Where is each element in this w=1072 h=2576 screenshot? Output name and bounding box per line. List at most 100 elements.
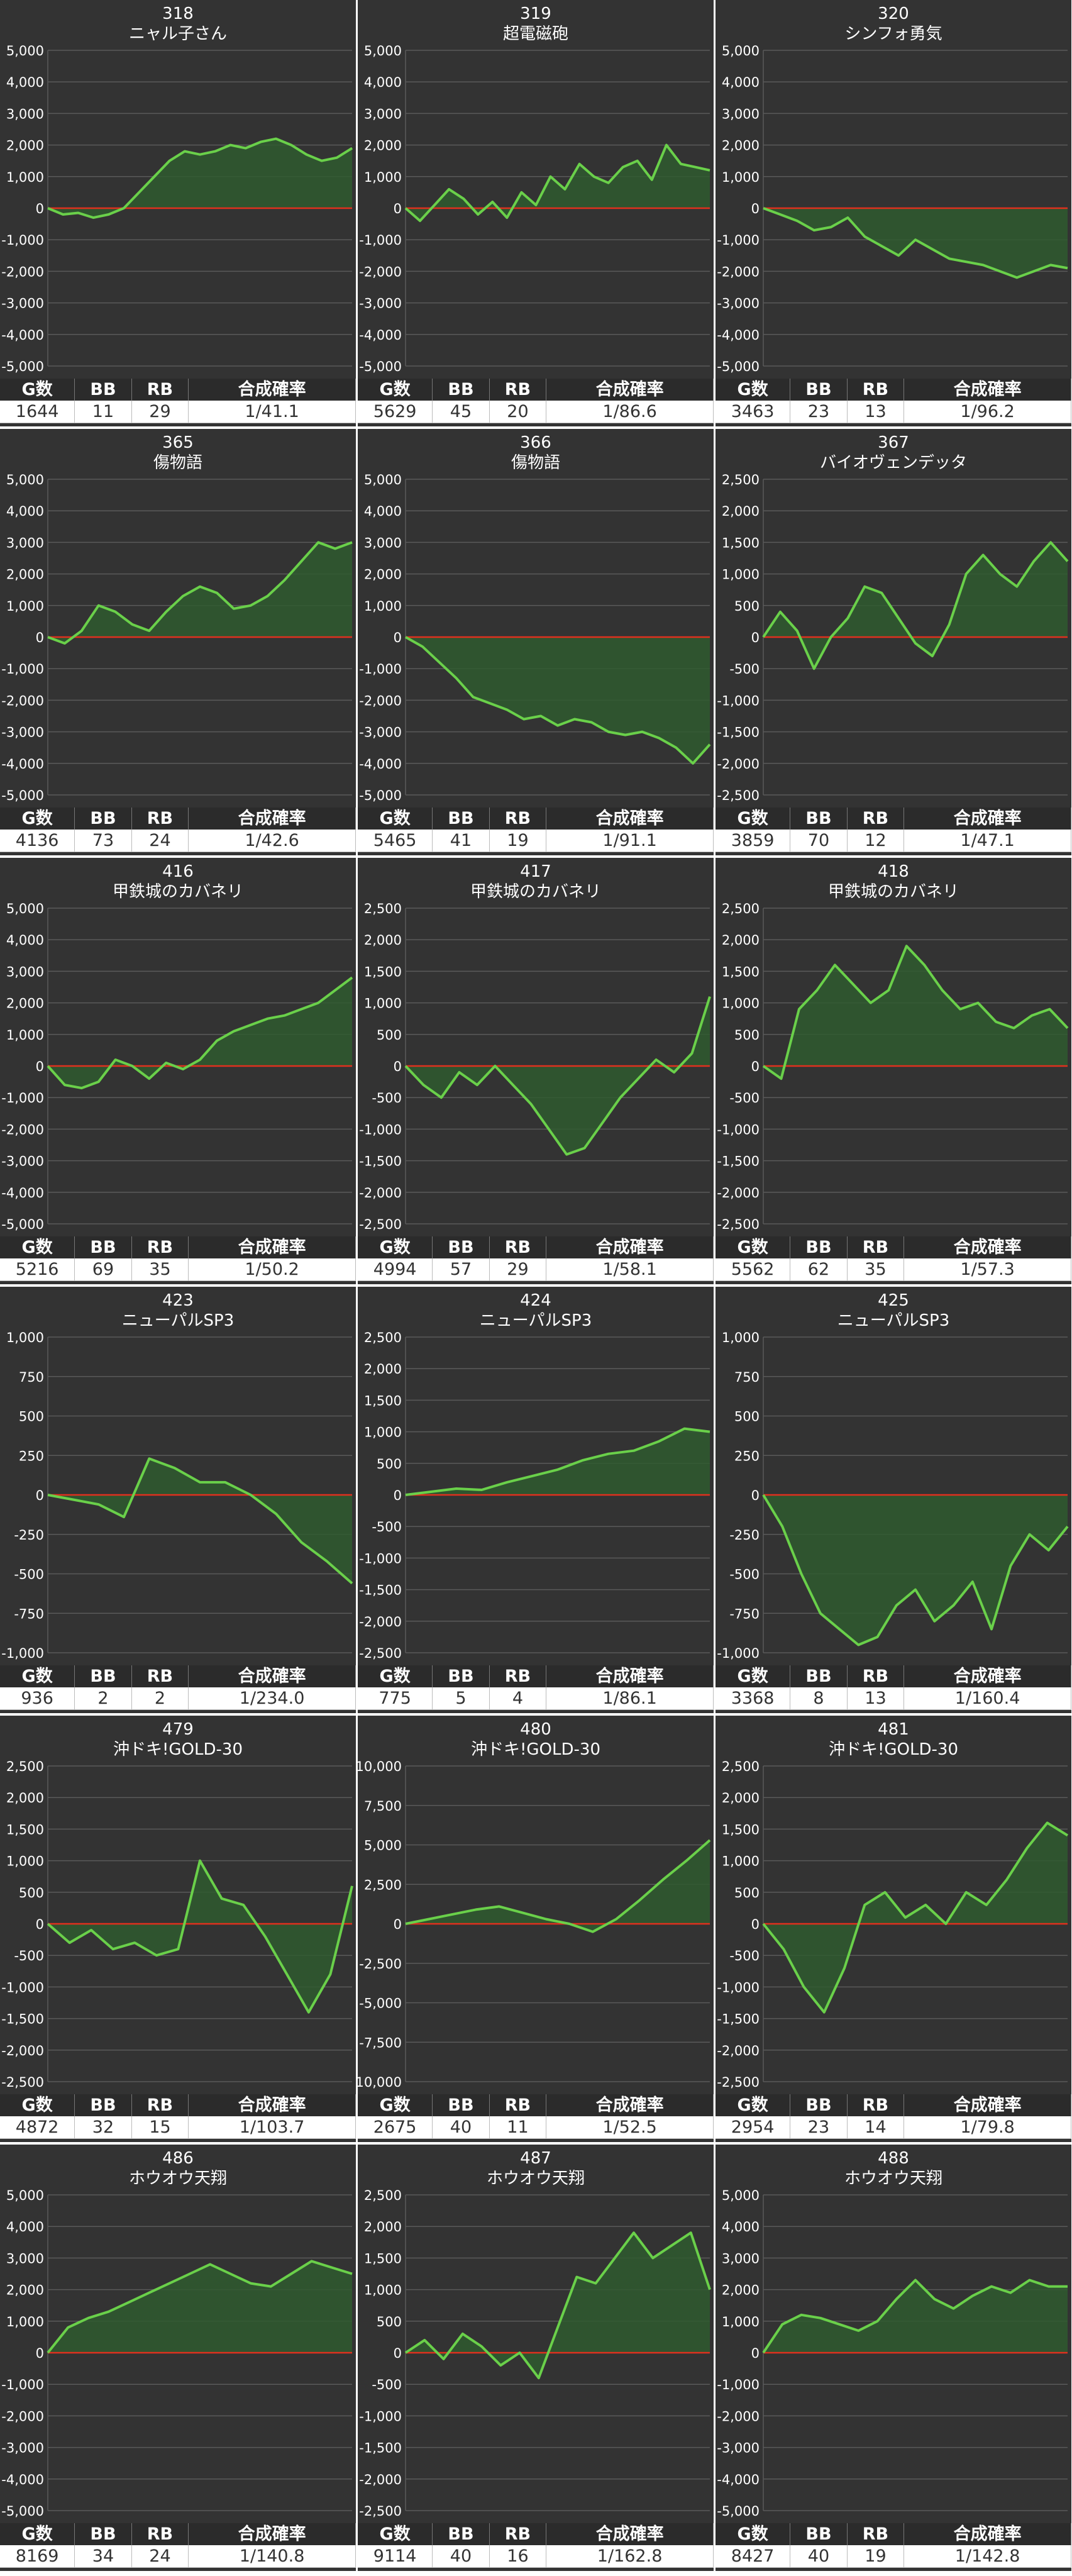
combined-prob-header: 合成確率 [546, 379, 714, 401]
stats-table: G数 BB RB 合成確率 2954 23 14 1/79.8 [716, 2094, 1071, 2139]
y-tick-label: 1,000 [722, 1854, 760, 1869]
games-header: G数 [358, 2523, 433, 2545]
rb-header: RB [489, 1665, 547, 1687]
combined-prob-header: 合成確率 [188, 808, 356, 830]
y-tick-label: 0 [394, 1059, 402, 1074]
y-tick-label: 1,000 [364, 996, 402, 1011]
y-tick-label: -2,000 [717, 757, 760, 772]
y-tick-label: 5,000 [6, 2188, 44, 2203]
combined-prob-value: 1/91.1 [546, 830, 714, 852]
bb-value: 2 [74, 1687, 132, 1710]
machine-name: ニューパルSP3 [480, 1311, 592, 1330]
combined-prob-header: 合成確率 [546, 2094, 714, 2116]
machine-panel-418: 418 甲鉄城のカバネリ -2,500 -2,000 -1,500 -1,000 -500 0… [716, 858, 1071, 1284]
rb-header: RB [847, 808, 905, 830]
combined-prob-value: 1/142.8 [903, 2545, 1071, 2568]
y-tick-label: -2,500 [717, 1217, 760, 1232]
bb-header: BB [432, 2094, 490, 2116]
combined-prob-value: 1/57.3 [903, 1258, 1071, 1281]
games-header: G数 [0, 2523, 75, 2545]
stats-table: G数 BB RB 合成確率 775 5 4 1/86.1 [358, 1665, 714, 1710]
y-tick-label: 1,500 [6, 1822, 44, 1837]
bb-value: 5 [432, 1687, 490, 1710]
y-tick-label: 2,000 [722, 138, 760, 153]
combined-prob-header: 合成確率 [188, 2094, 356, 2116]
combined-prob-value: 1/140.8 [188, 2545, 356, 2568]
y-tick-label: -10,000 [358, 2075, 402, 2090]
machine-number: 481 [878, 1720, 909, 1739]
y-tick-label: -1,500 [717, 1154, 760, 1169]
y-tick-label: 2,500 [722, 472, 760, 487]
machine-panel-416: 416 甲鉄城のカバネリ -5,000 -4,000 -3,000 -2,000 -1,00… [0, 858, 356, 1284]
y-tick-label: -1,500 [359, 2441, 402, 2456]
difference-line [405, 1427, 710, 1496]
difference-area [763, 208, 1068, 278]
bb-value: 73 [74, 830, 132, 852]
machine-name: シンフォ勇気 [844, 25, 942, 43]
bb-header: BB [74, 2523, 132, 2545]
y-tick-label: 500 [377, 2314, 402, 2329]
y-tick-label: 0 [751, 2346, 760, 2361]
y-tick-label: -1,000 [717, 2377, 760, 2392]
games-value: 2675 [358, 2116, 433, 2139]
machine-name: 傷物語 [511, 453, 560, 472]
games-value: 3463 [716, 401, 791, 423]
rb-header: RB [847, 1665, 905, 1687]
machine-panel-320: 320 シンフォ勇気 -5,000 -4,000 -3,000 -2,000 -1,000 0… [716, 0, 1071, 426]
games-header: G数 [0, 808, 75, 830]
games-value: 8427 [716, 2545, 791, 2568]
y-tick-label: 2,000 [722, 933, 760, 948]
games-header: G数 [358, 2094, 433, 2116]
y-tick-label: 3,000 [364, 106, 402, 121]
y-tick-label: 1,500 [722, 535, 760, 550]
difference-line [405, 1839, 711, 1933]
y-tick-label: 2,500 [364, 2188, 402, 2203]
machine-panel-425: 425 ニューパルSP3 -1,000 -750 -500 -250 0 250 500 750 1… [716, 1287, 1071, 1713]
difference-area [48, 138, 352, 218]
y-tick-label: 1,000 [6, 599, 44, 614]
difference-line [47, 541, 353, 645]
machine-panel-486: 486 ホウオウ天翔 -5,000 -4,000 -3,000 -2,000 -1,000 0… [0, 2145, 356, 2571]
difference-line [762, 1494, 1069, 1646]
games-header: G数 [358, 379, 433, 401]
y-tick-label: -4,000 [1, 2472, 44, 2487]
y-tick-label: -3,000 [1, 296, 44, 311]
bb-header: BB [790, 808, 848, 830]
combined-prob-value: 1/96.2 [903, 401, 1071, 423]
difference-area [406, 1840, 710, 1932]
y-tick-label: 1,000 [364, 1425, 402, 1440]
games-header: G数 [0, 2094, 75, 2116]
machine-number: 416 [162, 862, 194, 881]
y-tick-label: 0 [751, 1059, 760, 1074]
games-value: 5562 [716, 1258, 791, 1281]
y-tick-label: 1,500 [364, 2251, 402, 2266]
y-tick-label: -1,000 [717, 1646, 760, 1661]
y-tick-label: -1,000 [359, 1122, 402, 1137]
bb-header: BB [74, 808, 132, 830]
y-tick-label: 0 [751, 201, 760, 216]
y-tick-label: -2,000 [359, 693, 402, 708]
rb-header: RB [131, 1236, 189, 1258]
y-tick-label: 2,500 [364, 1877, 402, 1892]
y-tick-label: 0 [36, 2346, 44, 2361]
machine-name: 沖ドキ!GOLD-30 [113, 1740, 243, 1759]
machine-name: バイオヴェンデッタ [820, 453, 967, 472]
y-tick-label: 2,000 [6, 2283, 44, 2298]
machine-panel-366: 366 傷物語 -5,000 -4,000 -3,000 -2,000 -1,000 0 1,0… [358, 429, 714, 855]
stats-table: G数 BB RB 合成確率 9114 40 16 1/162.8 [358, 2523, 714, 2568]
machine-chart: 319 超電磁砲 -5,000 -4,000 -3,000 -2,000 -1,000 0 1,… [359, 4, 710, 374]
machine-number: 488 [878, 2149, 909, 2168]
y-tick-label: -1,000 [717, 693, 760, 708]
difference-line [404, 2231, 711, 2380]
y-tick-label: -1,500 [359, 1583, 402, 1598]
y-tick-label: 3,000 [722, 2251, 760, 2266]
bb-value: 70 [790, 830, 848, 852]
y-tick-label: 4,000 [722, 75, 760, 90]
y-tick-label: 0 [36, 1917, 44, 1932]
difference-area [763, 946, 1068, 1079]
rb-value: 29 [131, 401, 189, 423]
y-tick-label: -5,000 [1, 2504, 44, 2519]
games-header: G数 [716, 1665, 791, 1687]
